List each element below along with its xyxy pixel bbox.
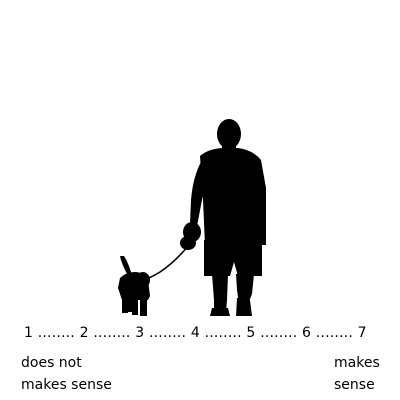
man-head xyxy=(217,119,241,149)
dog-leg-back xyxy=(122,296,128,313)
man-left-arm xyxy=(190,160,208,226)
scale-anchor-right-line-1: makes xyxy=(334,355,380,371)
man-torso xyxy=(200,148,266,245)
dog-head xyxy=(136,272,150,288)
man-left-leg xyxy=(212,274,228,312)
leash xyxy=(145,245,189,280)
scale-anchor-left-line-1: does not xyxy=(21,355,82,371)
leash-grip xyxy=(180,236,196,250)
scale-anchor-right-line-2: sense xyxy=(334,377,375,393)
scale-anchor-left: does not makes sense xyxy=(21,352,112,396)
man-right-leg xyxy=(236,274,254,304)
dog-leg-front xyxy=(140,296,147,316)
scale-anchor-left-line-2: makes sense xyxy=(21,377,112,393)
dog-leg-back2 xyxy=(128,298,133,312)
dog-leg-mid xyxy=(132,298,138,315)
man-shorts xyxy=(204,240,262,276)
man-right-shoe xyxy=(236,298,252,316)
scale-anchor-right: makes sense xyxy=(334,352,380,396)
man-left-shoe xyxy=(210,308,230,316)
man-right-arm xyxy=(253,162,266,226)
rating-scale: 1 ........ 2 ........ 3 ........ 4 .....… xyxy=(24,325,367,341)
